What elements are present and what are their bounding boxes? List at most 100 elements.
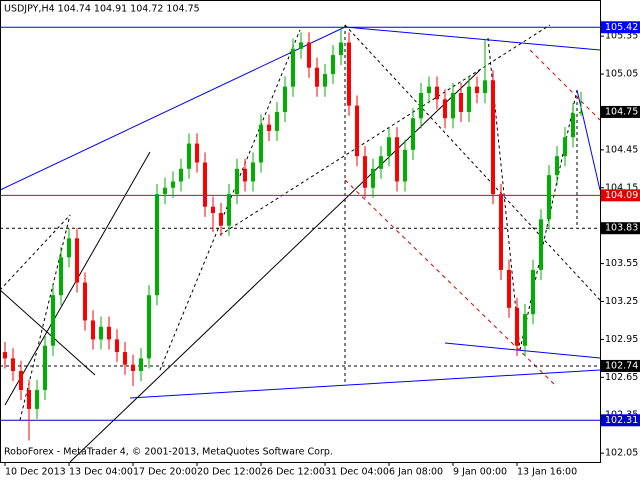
trend-line [159,29,301,371]
candle-body [155,194,159,296]
candle-body [411,118,415,150]
level-label: 103.83 [605,223,638,234]
candle-body [459,92,463,112]
candle-body [123,352,127,365]
level-label: 102.31 [605,415,638,426]
candle-body [371,168,375,188]
y-tick-label: 104.15 [605,182,638,193]
level-label: 104.75 [605,106,638,117]
candle-body [315,67,319,87]
y-tick-label: 102.95 [605,334,638,345]
level-label: 105.42 [605,22,638,33]
candle-body [299,42,303,49]
candle-body [347,42,351,106]
candle-body [547,175,551,220]
trend-line [344,26,601,51]
candle-body [403,149,407,182]
candle-body [363,156,367,188]
candle-body [227,194,231,226]
candle-body [275,111,279,131]
candle-body [483,80,487,93]
candle-body [43,345,47,390]
candle-body [555,156,559,176]
level-label-box [601,105,640,118]
level-label: 104.09 [605,190,638,201]
candle-body [131,364,135,372]
candle-body [211,206,215,214]
y-tick-label: 104.45 [605,144,638,155]
candle-body [3,352,7,359]
y-tick-label: 103.25 [605,296,638,307]
y-tick-label: 103.55 [605,258,638,269]
candle-body [571,113,575,138]
candle-body [491,80,495,195]
y-tick-label: 105.05 [605,69,638,80]
level-label-box [601,359,640,372]
candle-body [107,326,111,340]
candle-body [19,371,23,390]
level-label: 102.74 [605,360,638,371]
plot [0,26,600,441]
trend-line [529,49,601,121]
level-label-box [601,414,640,427]
candle-body [539,219,543,270]
trend-line [0,289,96,376]
level-label-box [601,189,640,202]
trend-line [444,342,601,359]
candle-body [115,339,119,353]
candle-body [387,137,391,157]
trend-line [487,37,521,351]
candle-body [467,86,471,112]
trend-line [344,24,601,301]
candle-body [147,295,151,359]
candle-body [427,86,431,93]
candle-body [251,162,255,182]
trend-line [344,179,556,386]
x-tick-label: 6 Jan 08:00 [389,467,443,478]
candle-body [75,238,79,283]
y-tick-label: 105.35 [605,31,638,42]
trend-line [129,369,601,399]
candle-body [139,358,143,372]
chart-title: USDJPY,H4 104.74 104.91 104.72 104.75 [4,4,200,15]
x-tick-label: 26 Dec 12:00 [261,467,325,478]
candle-body [395,137,399,182]
candle-body [531,269,535,315]
candle-body [171,181,175,188]
level-label-box [601,21,640,34]
x-tick-label: 13 Jan 16:00 [517,467,577,478]
candle-body [99,326,103,340]
x-tick-label: 13 Dec 04:00 [69,467,133,478]
plot-frame [0,0,601,463]
trend-line [219,24,551,236]
level-label-box [601,222,640,235]
candle-body [235,168,239,195]
candle-body [243,168,247,182]
trend-line [19,214,71,421]
candle-body [283,86,287,112]
candle-body [163,187,167,195]
candle-body [27,389,31,409]
candle-body [419,92,423,119]
candle-body [195,143,199,163]
candle-body [307,42,311,68]
candle-body [187,143,191,169]
candle-body [91,320,95,340]
candle-body [259,124,263,163]
candle-body [323,74,327,87]
candle-body [51,295,55,346]
x-tick-label: 10 Dec 2013 [5,467,66,478]
candle-body [355,105,359,157]
candle-body [203,162,207,207]
candle-body [219,213,223,226]
y-tick-label: 102.65 [605,372,638,383]
candle-body [179,168,183,182]
x-tick-label: 20 Dec 12:00 [197,467,261,478]
candle-body [83,282,87,321]
candle-body [515,307,519,346]
candle-body [443,99,447,119]
candle-body [291,48,295,87]
candle-body [67,238,71,258]
